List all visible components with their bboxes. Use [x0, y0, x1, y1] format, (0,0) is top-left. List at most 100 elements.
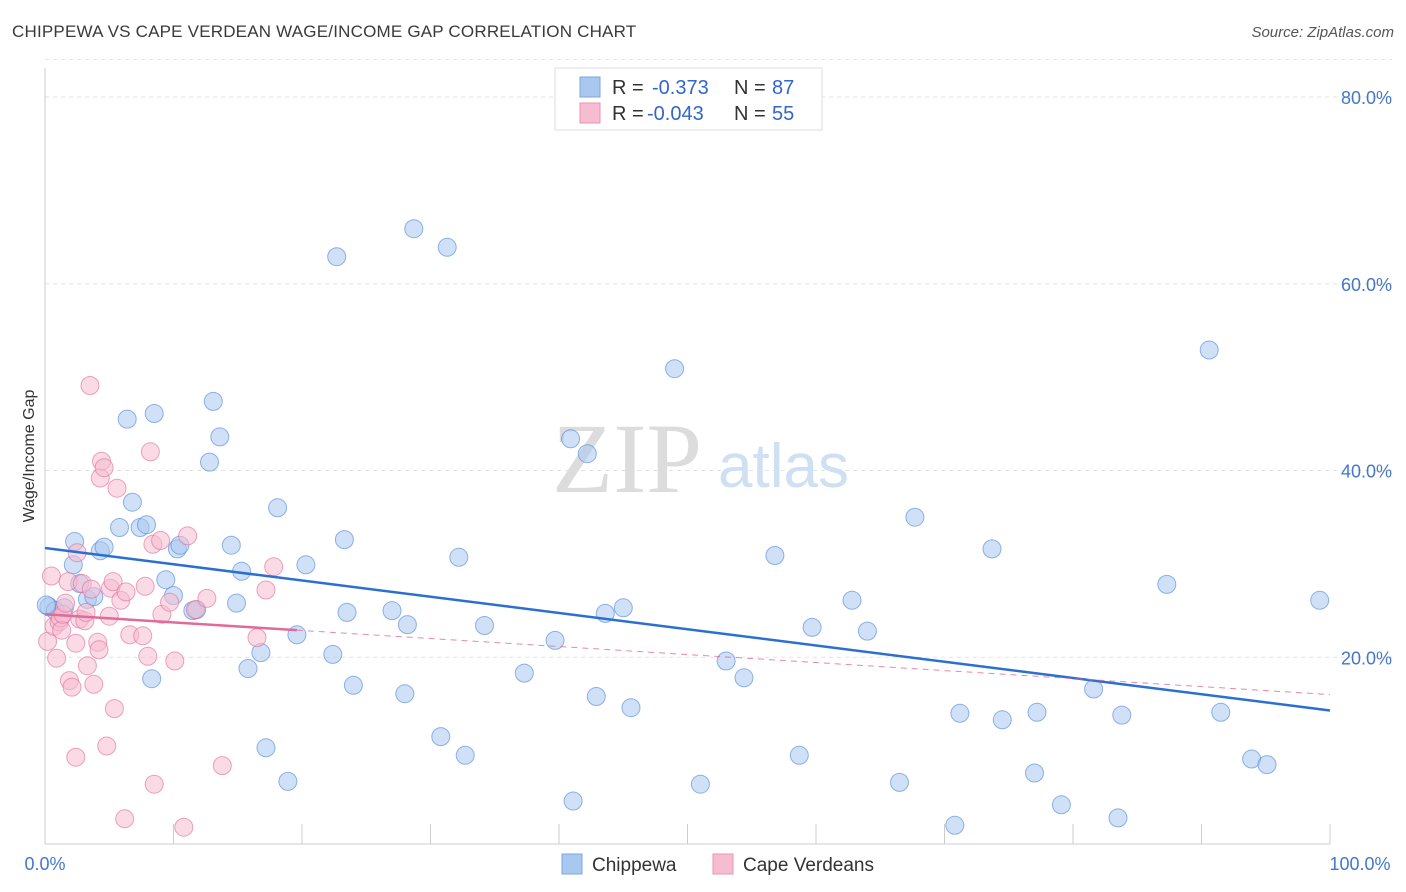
point-cape-verdeans-19	[80, 376, 100, 395]
point-chippewa-85	[1310, 590, 1330, 610]
point-cape-verdeans-20	[81, 579, 101, 599]
point-chippewa-76	[1051, 795, 1071, 815]
point-chippewa-16	[144, 404, 164, 423]
point-chippewa-68	[890, 772, 909, 792]
point-chippewa-32	[268, 498, 288, 518]
y-tick-label-80: 80.0%	[1341, 88, 1392, 108]
point-cape-verdeans-31	[104, 699, 124, 719]
point-cape-verdeans-23	[89, 640, 109, 660]
point-cape-verdeans-26	[94, 458, 114, 478]
point-chippewa-62	[734, 668, 754, 688]
point-chippewa-29	[238, 659, 258, 678]
point-cape-verdeans-52	[247, 628, 267, 648]
point-chippewa-15	[142, 669, 162, 689]
point-chippewa-80	[1157, 574, 1177, 594]
point-cape-verdeans-32	[107, 478, 127, 498]
chart-title: CHIPPEWA VS CAPE VERDEAN WAGE/INCOME GAP…	[12, 22, 637, 41]
point-chippewa-43	[397, 615, 417, 635]
point-cape-verdeans-39	[138, 646, 158, 666]
point-chippewa-61	[716, 651, 736, 671]
legend-n-value-chippewa: 87	[772, 77, 794, 99]
point-chippewa-31	[256, 738, 276, 758]
point-cape-verdeans-55	[66, 747, 86, 767]
point-cape-verdeans-21	[84, 674, 104, 694]
point-chippewa-11	[117, 409, 137, 429]
point-cape-verdeans-11	[62, 677, 82, 697]
legend-r-label-chippewa: R =	[612, 77, 644, 99]
y-tick-label-40: 40.0%	[1341, 462, 1392, 482]
point-chippewa-41	[382, 601, 402, 621]
point-chippewa-49	[475, 616, 494, 635]
x-tick-label-min: 0.0%	[24, 854, 65, 874]
data-points	[36, 219, 1330, 837]
point-chippewa-39	[337, 602, 357, 622]
point-cape-verdeans-27	[97, 736, 117, 756]
bottom-legend: Chippewa Cape Verdeans	[561, 853, 874, 876]
point-chippewa-74	[1025, 763, 1044, 783]
point-cape-verdeans-17	[76, 602, 96, 622]
point-chippewa-82	[1211, 702, 1231, 722]
series-chippewa	[36, 219, 1330, 835]
point-chippewa-17	[156, 570, 176, 590]
point-chippewa-36	[323, 644, 343, 664]
point-chippewa-25	[210, 427, 230, 447]
point-cape-verdeans-49	[185, 600, 205, 620]
point-chippewa-84	[1257, 755, 1277, 775]
y-tick-label-60: 60.0%	[1341, 275, 1392, 295]
point-cape-verdeans-30	[103, 572, 123, 592]
trend-lines	[44, 546, 1331, 712]
point-chippewa-86	[36, 595, 56, 615]
bottom-legend-swatch-chippewa	[561, 853, 583, 875]
legend-n-label-cape-verdeans: N =	[734, 103, 766, 125]
point-cape-verdeans-3	[47, 648, 67, 668]
point-chippewa-33	[278, 771, 298, 791]
y-tick-label-20: 20.0%	[1341, 648, 1392, 668]
point-chippewa-78	[1108, 808, 1128, 828]
point-chippewa-14	[137, 515, 156, 535]
legend-box: R = -0.373 N = 87 R = -0.043 N = 55	[554, 67, 823, 131]
point-chippewa-37	[327, 247, 347, 267]
point-chippewa-71	[950, 703, 970, 723]
trend-line-extended-cape-verdeans	[296, 629, 1331, 696]
point-chippewa-27	[227, 593, 246, 613]
legend-n-label-chippewa: N =	[734, 77, 766, 99]
bottom-legend-swatch-cape-verdeans	[712, 853, 734, 875]
point-cape-verdeans-37	[133, 626, 153, 646]
x-tick-label-max: 100.0%	[1329, 854, 1390, 874]
point-chippewa-70	[945, 815, 965, 835]
point-chippewa-9	[94, 537, 114, 557]
trend-line-chippewa	[44, 546, 1331, 712]
point-chippewa-54	[577, 444, 597, 464]
legend-swatch-cape-verdeans	[579, 102, 601, 124]
point-chippewa-57	[613, 598, 633, 618]
point-cape-verdeans-6	[52, 620, 72, 640]
legend-r-value-chippewa: -0.373	[652, 77, 709, 99]
trend-line-cape-verdeans	[44, 613, 297, 632]
point-chippewa-65	[802, 617, 822, 637]
point-chippewa-52	[561, 429, 581, 449]
point-chippewa-38	[334, 530, 354, 550]
point-cape-verdeans-43	[151, 531, 171, 550]
point-cape-verdeans-18	[77, 656, 97, 676]
point-cape-verdeans-46	[165, 651, 185, 671]
x-tick-marks	[173, 824, 1331, 844]
point-cape-verdeans-40	[140, 442, 160, 462]
point-chippewa-10	[110, 518, 129, 537]
bottom-legend-label-chippewa: Chippewa	[592, 855, 677, 876]
point-chippewa-51	[545, 630, 565, 650]
point-chippewa-26	[221, 535, 241, 555]
bottom-legend-label-cape-verdeans: Cape Verdeans	[743, 855, 874, 876]
point-cape-verdeans-34	[115, 809, 135, 829]
point-cape-verdeans-8	[56, 593, 76, 613]
point-cape-verdeans-35	[116, 582, 136, 602]
point-cape-verdeans-53	[256, 580, 276, 600]
point-chippewa-35	[296, 555, 316, 575]
point-chippewa-24	[203, 391, 223, 411]
point-chippewa-77	[1084, 679, 1104, 699]
point-chippewa-40	[343, 675, 363, 695]
legend-r-value-cape-verdeans: -0.043	[647, 103, 704, 125]
point-cape-verdeans-48	[178, 526, 198, 546]
series-cape-verdeans	[38, 376, 284, 837]
point-cape-verdeans-51	[212, 756, 232, 776]
